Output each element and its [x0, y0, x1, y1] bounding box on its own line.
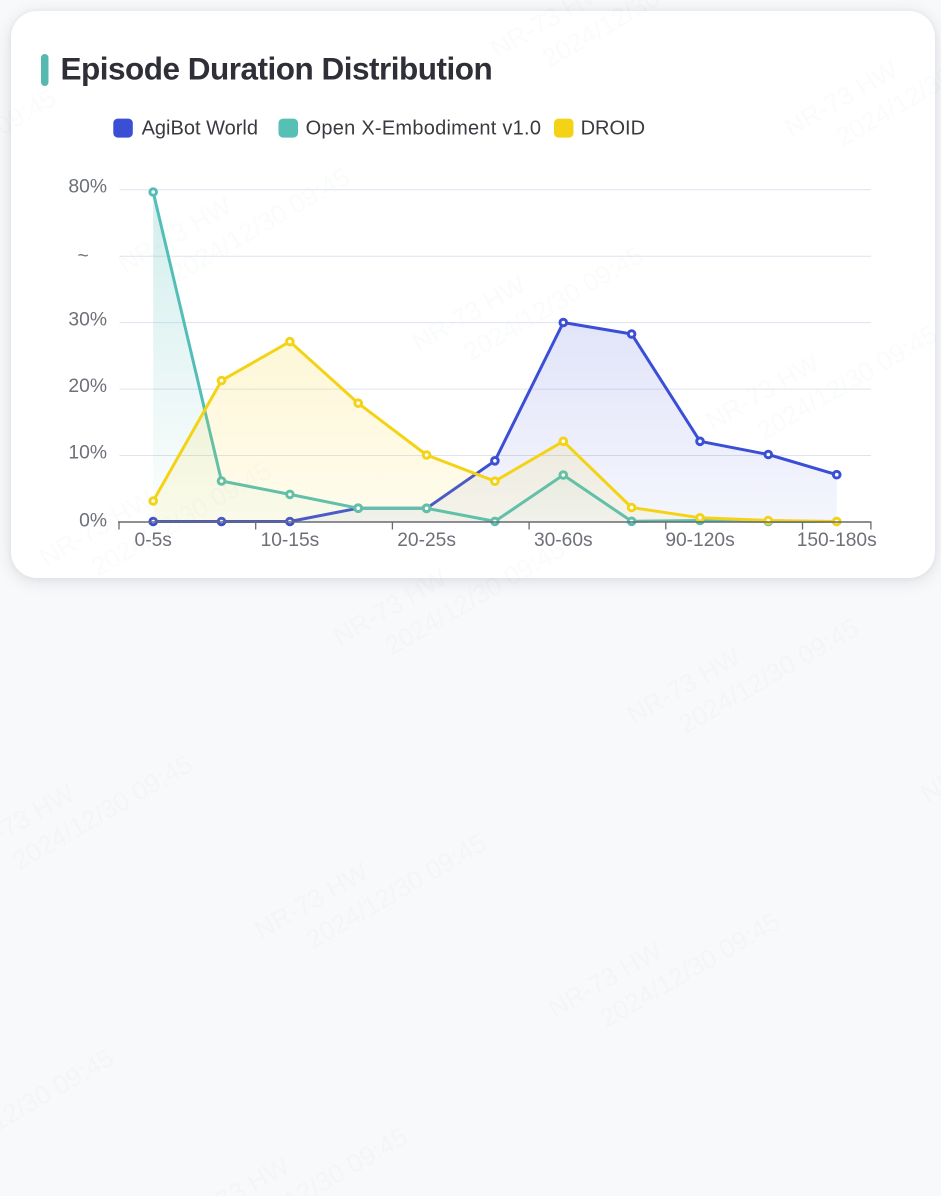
svg-text:~: ~ — [77, 246, 88, 267]
svg-text:10-15s: 10-15s — [261, 530, 320, 551]
svg-text:80%: 80% — [68, 177, 107, 198]
svg-text:20-25s: 20-25s — [397, 530, 456, 551]
svg-text:Episode Duration Distribution: Episode Duration Distribution — [61, 51, 493, 87]
svg-text:150-180s: 150-180s — [797, 530, 877, 551]
svg-text:10%: 10% — [68, 443, 107, 464]
svg-text:30-60s: 30-60s — [534, 530, 593, 551]
svg-text:0%: 0% — [79, 511, 107, 532]
svg-text:20%: 20% — [68, 376, 107, 397]
svg-text:AgiBot World: AgiBot World — [142, 118, 258, 140]
svg-text:0-5s: 0-5s — [135, 530, 172, 551]
svg-text:30%: 30% — [68, 310, 107, 331]
svg-text:90-120s: 90-120s — [665, 530, 734, 551]
svg-text:DROID: DROID — [581, 118, 645, 140]
svg-text:Open X-Embodiment v1.0: Open X-Embodiment v1.0 — [306, 118, 542, 140]
